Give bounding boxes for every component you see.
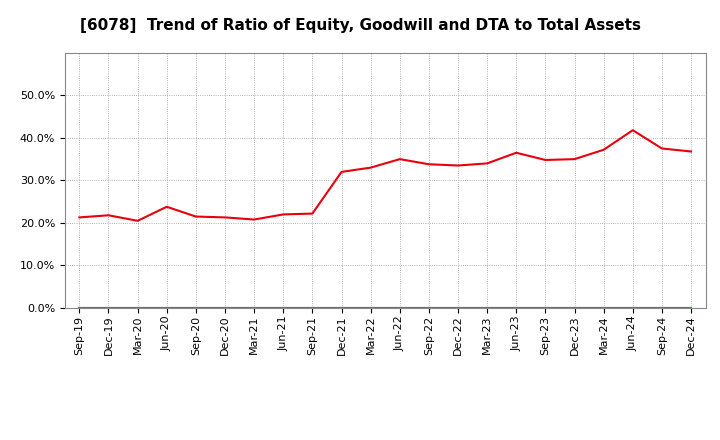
Goodwill <box>308 305 317 311</box>
Goodwill <box>279 305 287 311</box>
Goodwill <box>395 305 404 311</box>
Goodwill <box>425 305 433 311</box>
Goodwill <box>657 305 666 311</box>
Equity <box>687 149 696 154</box>
Deferred Tax Assets <box>395 305 404 311</box>
Equity <box>192 214 200 219</box>
Equity <box>104 213 113 218</box>
Equity <box>366 165 375 170</box>
Goodwill <box>192 305 200 311</box>
Deferred Tax Assets <box>454 305 462 311</box>
Goodwill <box>104 305 113 311</box>
Deferred Tax Assets <box>75 305 84 311</box>
Equity <box>657 146 666 151</box>
Goodwill <box>75 305 84 311</box>
Deferred Tax Assets <box>279 305 287 311</box>
Deferred Tax Assets <box>104 305 113 311</box>
Equity <box>599 147 608 152</box>
Goodwill <box>512 305 521 311</box>
Equity <box>629 128 637 133</box>
Deferred Tax Assets <box>133 305 142 311</box>
Deferred Tax Assets <box>192 305 200 311</box>
Text: [6078]  Trend of Ratio of Equity, Goodwill and DTA to Total Assets: [6078] Trend of Ratio of Equity, Goodwil… <box>79 18 641 33</box>
Deferred Tax Assets <box>483 305 492 311</box>
Goodwill <box>366 305 375 311</box>
Deferred Tax Assets <box>541 305 550 311</box>
Equity <box>75 215 84 220</box>
Goodwill <box>483 305 492 311</box>
Equity <box>133 218 142 224</box>
Goodwill <box>163 305 171 311</box>
Goodwill <box>687 305 696 311</box>
Deferred Tax Assets <box>337 305 346 311</box>
Equity <box>512 150 521 155</box>
Deferred Tax Assets <box>366 305 375 311</box>
Goodwill <box>570 305 579 311</box>
Goodwill <box>337 305 346 311</box>
Equity <box>483 161 492 166</box>
Deferred Tax Assets <box>220 305 229 311</box>
Equity <box>337 169 346 175</box>
Equity <box>395 157 404 162</box>
Goodwill <box>250 305 258 311</box>
Equity <box>570 157 579 162</box>
Deferred Tax Assets <box>629 305 637 311</box>
Goodwill <box>599 305 608 311</box>
Equity <box>250 217 258 222</box>
Deferred Tax Assets <box>250 305 258 311</box>
Equity <box>163 204 171 209</box>
Deferred Tax Assets <box>163 305 171 311</box>
Equity <box>308 211 317 216</box>
Equity <box>541 158 550 163</box>
Goodwill <box>629 305 637 311</box>
Equity <box>425 161 433 167</box>
Deferred Tax Assets <box>570 305 579 311</box>
Goodwill <box>220 305 229 311</box>
Deferred Tax Assets <box>308 305 317 311</box>
Goodwill <box>133 305 142 311</box>
Deferred Tax Assets <box>657 305 666 311</box>
Deferred Tax Assets <box>599 305 608 311</box>
Deferred Tax Assets <box>425 305 433 311</box>
Equity <box>454 163 462 168</box>
Goodwill <box>454 305 462 311</box>
Line: Equity: Equity <box>79 130 691 221</box>
Deferred Tax Assets <box>512 305 521 311</box>
Goodwill <box>541 305 550 311</box>
Deferred Tax Assets <box>687 305 696 311</box>
Equity <box>220 215 229 220</box>
Equity <box>279 212 287 217</box>
